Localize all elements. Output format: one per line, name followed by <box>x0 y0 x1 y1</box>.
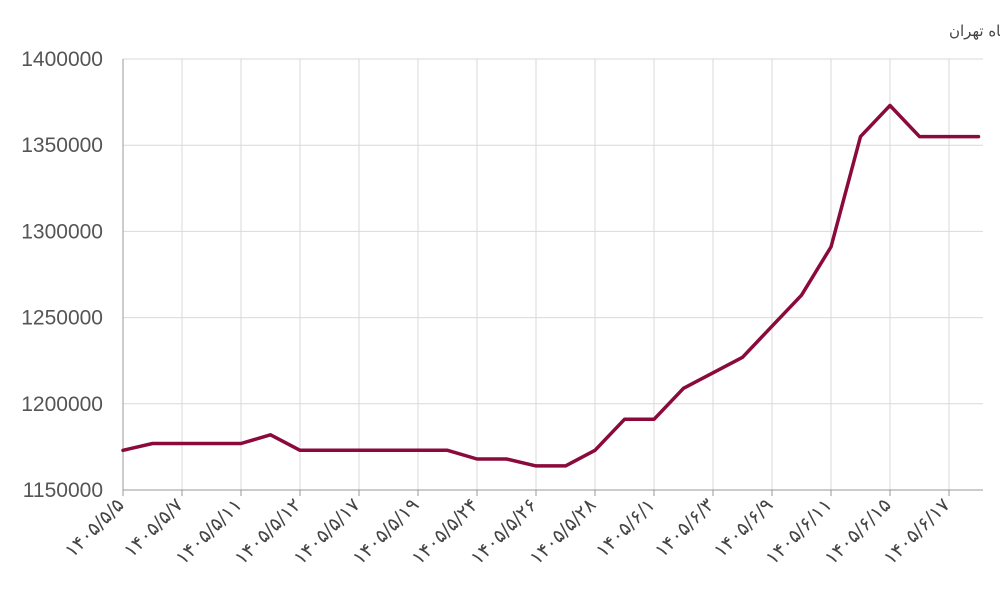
grid <box>123 58 983 491</box>
axes <box>122 59 983 496</box>
x-axis-ticks: ۱۴۰۵/۵/۵۱۴۰۵/۵/۷۱۴۰۵/۵/۱۱۱۴۰۵/۵/۱۲۱۴۰۵/۵… <box>61 494 955 569</box>
y-axis-ticks: 1150000 1200000 1250000 1300000 1350000 14000… <box>21 48 103 502</box>
y-tick-label: 1300000 <box>21 220 103 243</box>
series-line <box>121 103 981 468</box>
x-tick-label: ۱۴۰۵/۶/۳ <box>651 494 719 562</box>
y-tick-label: 1350000 <box>21 134 103 157</box>
y-tick-label: 1400000 <box>21 48 103 71</box>
series-layer <box>121 103 981 468</box>
y-tick-label: 1250000 <box>21 307 103 330</box>
y-tick-label: 1200000 <box>21 393 103 416</box>
x-tick-label: ۱۴۰۵/۵/۵ <box>61 494 129 562</box>
x-tick-label: ۱۴۰۵/۶/۱ <box>592 494 660 562</box>
y-tick-label: 1150000 <box>23 479 103 502</box>
chart-title: نمودار تغییرات قیمت ورق A516 ضخامت 10 می… <box>949 22 1000 40</box>
